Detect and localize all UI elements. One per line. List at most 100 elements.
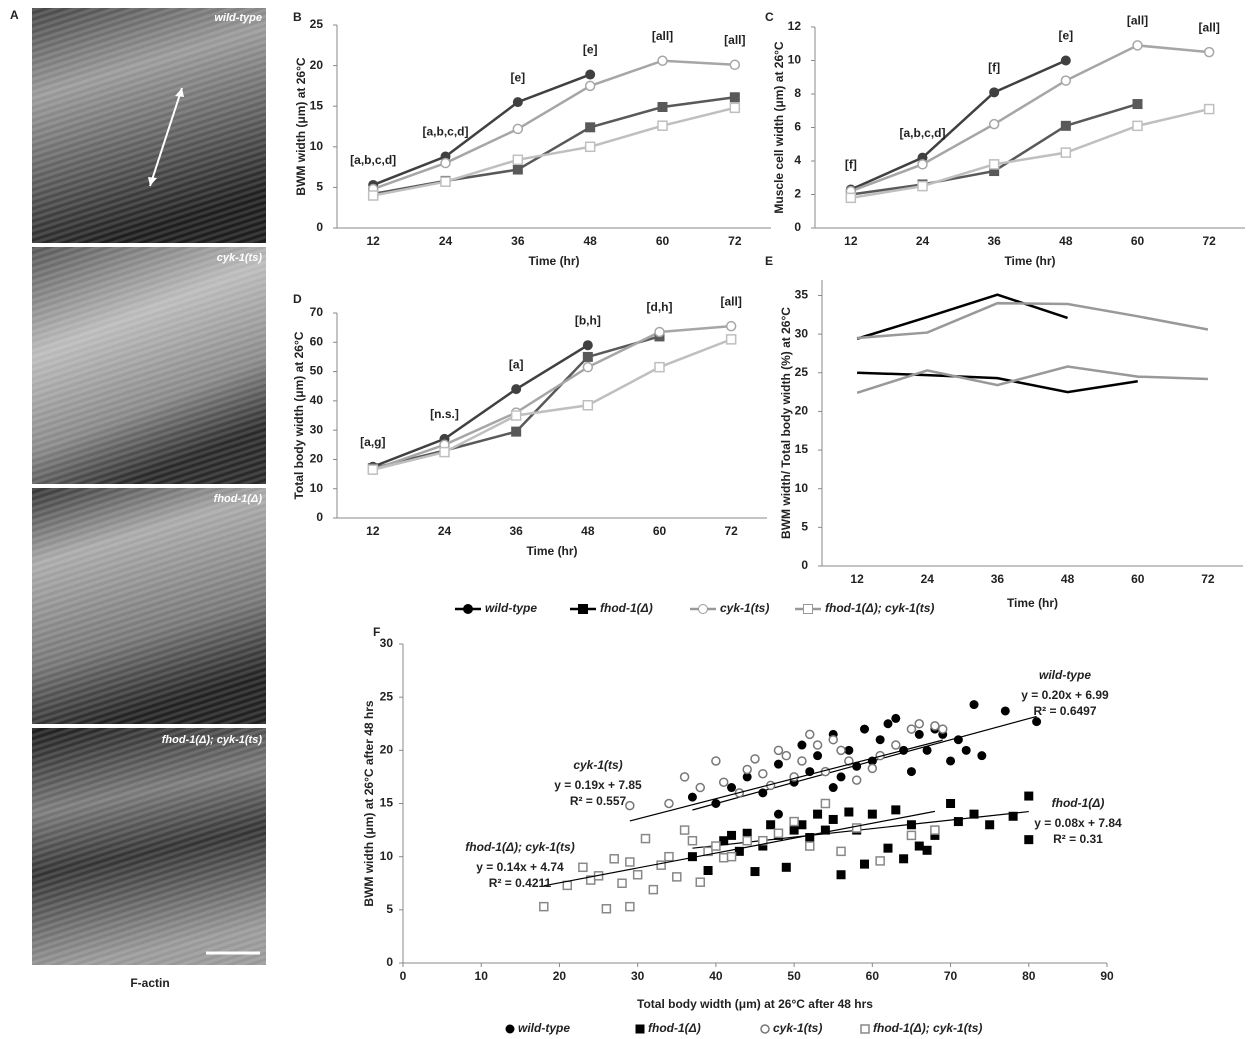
marker (985, 820, 995, 830)
y-tick-label: 10 (795, 481, 809, 495)
y-tick-label: 2 (794, 187, 801, 201)
marker (836, 772, 846, 782)
marker (906, 724, 917, 734)
image-label: fhod-1(Δ); cyk-1(ts) (162, 734, 263, 746)
marker (844, 807, 854, 817)
marker (601, 904, 612, 914)
x-tick-label: 20 (553, 969, 567, 983)
marker (851, 823, 862, 833)
panel-label: E (765, 254, 773, 268)
x-tick-label: 72 (724, 524, 738, 538)
annotation: [f] (988, 60, 1000, 74)
legend-entry: wild-type (518, 1021, 570, 1035)
marker (914, 841, 924, 851)
marker (512, 164, 523, 175)
trendline (692, 715, 1037, 811)
x-tick-label: 24 (916, 234, 930, 248)
legend-entry: wild-type (485, 601, 537, 615)
marker (1024, 835, 1034, 845)
y-tick-label: 15 (380, 796, 394, 810)
marker (582, 361, 594, 373)
trend-r2: R² = 0.6497 (1033, 704, 1096, 718)
marker (582, 400, 594, 411)
x-axis-label: Time (hr) (1004, 254, 1055, 268)
image-label: cyk-1(ts) (217, 252, 263, 264)
marker (657, 55, 668, 66)
marker (439, 446, 450, 458)
x-tick-label: 48 (1059, 234, 1073, 248)
marker (578, 862, 588, 873)
marker (584, 141, 596, 153)
trend-equation: y = 0.14x + 4.74 (476, 860, 564, 874)
marker (1024, 791, 1034, 801)
marker (632, 869, 643, 880)
panel-label: B (293, 10, 302, 24)
marker (766, 820, 776, 830)
x-tick-label: 50 (787, 969, 801, 983)
marker (727, 830, 737, 840)
series-line (856, 365, 1208, 395)
x-tick-label: 60 (653, 524, 667, 538)
y-tick-label: 50 (310, 364, 324, 378)
panel-label: C (765, 10, 774, 24)
marker (719, 836, 729, 846)
y-tick-label: 6 (794, 120, 801, 134)
y-tick-label: 15 (310, 98, 324, 112)
marker (836, 870, 846, 880)
marker (844, 745, 854, 755)
x-tick-label: 48 (1061, 572, 1075, 586)
marker (1203, 46, 1215, 58)
marker (734, 846, 744, 856)
x-tick-label: 60 (656, 234, 670, 248)
marker (789, 825, 799, 835)
trend-r2: R² = 0.31 (1053, 832, 1103, 846)
y-tick-label: 60 (310, 334, 324, 348)
annotation: [f] (845, 158, 857, 172)
marker (625, 857, 635, 867)
y-tick-label: 20 (795, 404, 809, 418)
annotation: [b,h] (575, 313, 601, 327)
marker (695, 782, 705, 793)
y-tick-label: 15 (795, 442, 809, 456)
y-tick-label: 30 (380, 636, 394, 650)
series-line (372, 335, 660, 470)
trend-r2: R² = 0.557 (570, 794, 627, 808)
x-tick-label: 10 (475, 969, 489, 983)
marker (750, 754, 760, 764)
micrograph-texture (32, 8, 266, 243)
panel-label: D (293, 292, 302, 306)
marker (875, 735, 885, 745)
marker (867, 763, 878, 774)
marker (813, 809, 823, 819)
marker (687, 792, 697, 802)
y-tick-label: 10 (310, 481, 324, 495)
marker (953, 817, 963, 827)
series-line (856, 293, 1068, 340)
x-tick-label: 60 (1131, 572, 1145, 586)
marker (813, 751, 823, 761)
marker (828, 814, 838, 824)
marker (742, 764, 752, 775)
x-tick-label: 12 (366, 524, 380, 538)
marker (585, 69, 596, 80)
marker (718, 777, 729, 787)
image-label: fhod-1(Δ) (214, 493, 263, 505)
trendline (543, 810, 936, 887)
y-axis-label: BWM width (μm) at 26°C after 48 hrs (362, 700, 376, 906)
marker (625, 901, 635, 912)
marker (773, 809, 783, 819)
marker (654, 361, 665, 373)
x-tick-label: 30 (631, 969, 645, 983)
image-panel: A wild-type cyk-1(ts) fhod-1(Δ) fhod-1(Δ… (10, 8, 266, 990)
marker (703, 865, 713, 875)
x-tick-label: 12 (850, 572, 864, 586)
legend-marker (760, 1024, 770, 1034)
marker (1132, 40, 1143, 51)
series-line (856, 301, 1209, 340)
y-tick-label: 40 (310, 393, 324, 407)
marker (867, 809, 877, 819)
marker (820, 798, 831, 809)
marker (512, 154, 524, 166)
legend-entry: fhod-1(Δ) (648, 1021, 701, 1035)
